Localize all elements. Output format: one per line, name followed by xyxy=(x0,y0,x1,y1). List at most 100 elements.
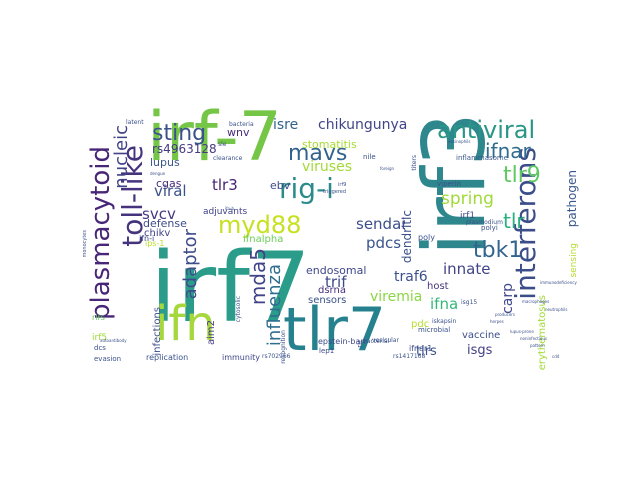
cloud-word: rs4963128 xyxy=(152,142,217,156)
cloud-word: traf6 xyxy=(394,269,428,285)
cloud-word: chikv xyxy=(144,228,171,239)
cloud-word: rlrs xyxy=(92,313,105,322)
cloud-word: evasion xyxy=(94,355,122,363)
cloud-word: tlr3 xyxy=(212,176,238,194)
cloud-word: infections xyxy=(152,307,163,356)
cloud-word: tlrs xyxy=(416,344,437,359)
cloud-word: sensing xyxy=(569,243,579,278)
cloud-word: pdc xyxy=(411,319,430,330)
cloud-word: sendai xyxy=(356,215,406,233)
cloud-word: ifna xyxy=(430,295,459,313)
cloud-word: lupus-prone xyxy=(510,329,534,334)
cloud-word: ips-1 xyxy=(145,239,165,248)
cloud-word: polyi xyxy=(481,224,498,232)
cloud-word: ifn-i xyxy=(139,234,155,243)
cloud-word: lupus xyxy=(150,156,180,169)
cloud-word: producers xyxy=(495,312,516,317)
cloud-word: isre xyxy=(273,117,299,133)
cloud-word: vesicular xyxy=(372,337,399,344)
cloud-word: cytosolic xyxy=(235,296,242,323)
cloud-word: monocytes xyxy=(82,230,88,258)
cloud-word: sensors xyxy=(308,295,347,306)
cloud-word: viremia xyxy=(370,289,423,305)
cloud-word: pdcs xyxy=(366,234,402,252)
cloud-word: tbk1 xyxy=(473,238,523,263)
cloud-word: spring xyxy=(441,189,494,209)
cloud-word: ifnar1 xyxy=(409,344,433,353)
cloud-word: lep1 xyxy=(319,347,335,355)
cloud-word: ifnar xyxy=(485,139,531,163)
cloud-word: innate xyxy=(443,260,491,278)
cloud-word: wnv xyxy=(227,126,250,139)
cloud-word: viral xyxy=(154,182,187,200)
cloud-word: isgs xyxy=(467,343,493,358)
cloud-word: stomatitis xyxy=(302,138,357,151)
cloud-word: irf7 xyxy=(150,232,312,344)
cloud-word: sle xyxy=(218,141,227,148)
cloud-word: rig-i xyxy=(279,172,334,205)
cloud-word: irf9 xyxy=(338,182,347,188)
cloud-word: poly xyxy=(418,233,435,242)
cloud-word: herpes xyxy=(490,319,504,324)
cloud-word: rlr xyxy=(356,340,364,348)
cloud-word: ifn-b xyxy=(225,206,235,211)
cloud-word: triggered xyxy=(323,189,347,195)
cloud-word: viperin xyxy=(437,180,462,188)
cloud-word: irf5 xyxy=(92,333,108,343)
cloud-word: noninfectious xyxy=(520,336,547,341)
cloud-word: immunodeficiency xyxy=(540,280,577,285)
cloud-word: adaptor xyxy=(180,229,201,300)
cloud-word: dendritic xyxy=(400,210,414,264)
cloud-word: myd88 xyxy=(218,211,302,239)
cloud-word: bacterial xyxy=(363,338,390,345)
cloud-word: tlr xyxy=(503,209,525,233)
cloud-word: tlr7 xyxy=(283,295,387,365)
cloud-word: autoantibody xyxy=(100,338,127,343)
cloud-word: ifn xyxy=(155,296,216,352)
cloud-word: aim2 xyxy=(206,320,217,346)
cloud-word: endosomal xyxy=(306,264,367,277)
cloud-word: ifnalpha xyxy=(243,234,284,245)
cloud-word: carp xyxy=(500,283,516,314)
cloud-word: trif xyxy=(325,273,347,291)
cloud-word: adjuvants xyxy=(203,207,248,217)
cloud-word: irf-7 xyxy=(147,98,282,177)
cloud-word: iskapsin xyxy=(432,318,457,325)
cloud-word: foreign xyxy=(380,166,395,171)
cloud-word: viruses xyxy=(302,159,353,175)
cloud-word: tlr9 xyxy=(503,163,541,188)
cloud-word: inflammasome xyxy=(456,154,509,162)
cloud-word: clearance xyxy=(213,155,243,162)
cloud-word: bacteria xyxy=(229,121,254,128)
cloud-word: replication xyxy=(146,353,189,362)
cloud-word: rs1417168 xyxy=(393,353,426,360)
cloud-word: cgas xyxy=(156,177,182,190)
cloud-word: pathogen xyxy=(565,170,579,228)
cloud-word: isg15 xyxy=(461,299,478,306)
cloud-word: rs702966 xyxy=(262,353,291,360)
cloud-word: chikungunya xyxy=(318,117,408,133)
cloud-word: macrophages xyxy=(522,299,550,304)
cloud-word: immunity xyxy=(222,353,261,362)
cloud-word: plasmodium xyxy=(466,219,503,226)
cloud-word: vaccine xyxy=(462,330,501,341)
cloud-word: defense xyxy=(143,217,187,230)
cloud-word: irf1 xyxy=(460,211,476,221)
cloud-word: dcs xyxy=(94,344,106,352)
cloud-word: mavs xyxy=(288,141,348,166)
cloud-word: recognition xyxy=(280,330,287,364)
cloud-word: host xyxy=(427,281,449,292)
cloud-word: dengue xyxy=(150,171,166,176)
cloud-word: dsrna xyxy=(318,285,346,296)
cloud-word: ebv xyxy=(270,179,291,192)
cloud-word: neutrophils xyxy=(545,307,568,312)
cloud-word: antiviral xyxy=(437,116,536,144)
cloud-word: microbial xyxy=(418,326,451,334)
cloud-word: sting xyxy=(152,121,207,146)
cloud-word: svcv xyxy=(142,205,176,223)
cloud-word: titers xyxy=(411,155,418,171)
cloud-word: epstein-barr xyxy=(318,337,367,346)
cloud-word: eosinophils xyxy=(448,139,471,144)
cloud-word: cd4 xyxy=(552,354,560,359)
